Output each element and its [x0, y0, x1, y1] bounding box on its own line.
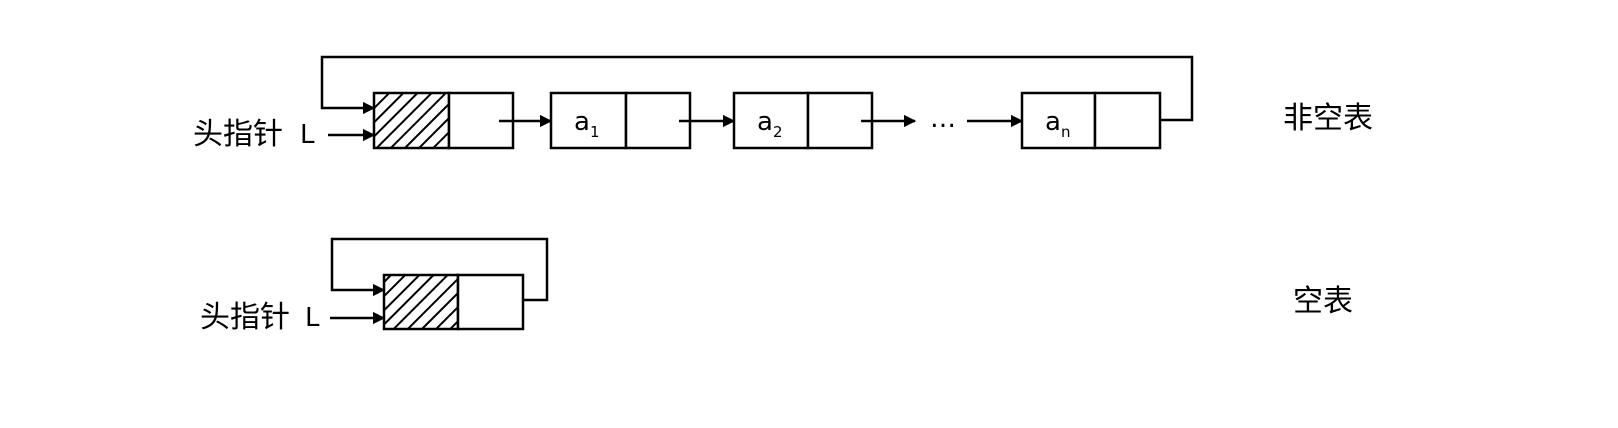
empty-head-node-data-hatched: [382, 273, 460, 331]
node-a1-name: a: [574, 107, 590, 137]
empty-head-node: [382, 273, 525, 331]
empty-list: 头指针 L 空表: [200, 237, 1353, 335]
empty-loop-back-line: [330, 237, 549, 302]
node-a2-subscript: 2: [773, 123, 783, 141]
node-a1: a1: [549, 91, 692, 150]
nonempty-list: 头指针 L a1 a2: [193, 55, 1373, 152]
svg-text:a1: a1: [574, 107, 599, 141]
empty-head-pointer-label: 头指针: [200, 300, 290, 335]
nonempty-loop-back-line: [320, 55, 1194, 122]
node-an: an: [1020, 91, 1162, 150]
node-an-subscript: n: [1061, 123, 1071, 141]
node-an-name: a: [1045, 107, 1061, 137]
nonempty-caption: 非空表: [1283, 101, 1373, 136]
nonempty-head-pointer-label: 头指针: [193, 117, 283, 152]
node-an-next-field: [1093, 91, 1162, 150]
empty-caption: 空表: [1293, 284, 1353, 319]
head-node-data-hatched: [372, 91, 451, 150]
node-a1-data-field: [549, 91, 628, 150]
nonempty-pointer-name: L: [300, 120, 315, 150]
empty-head-node-next-field: [456, 273, 525, 331]
node-a2: a2: [732, 91, 874, 150]
empty-pointer-name: L: [305, 303, 320, 333]
svg-text:an: an: [1045, 107, 1070, 141]
nonempty-head-node: [372, 91, 515, 150]
node-a1-subscript: 1: [590, 123, 600, 141]
svg-text:a2: a2: [757, 107, 782, 141]
node-a2-name: a: [757, 107, 773, 137]
node-a2-data-field: [732, 91, 810, 150]
ellipsis: …: [930, 104, 956, 134]
node-a2-next-field: [806, 91, 874, 150]
node-an-data-field: [1020, 91, 1097, 150]
